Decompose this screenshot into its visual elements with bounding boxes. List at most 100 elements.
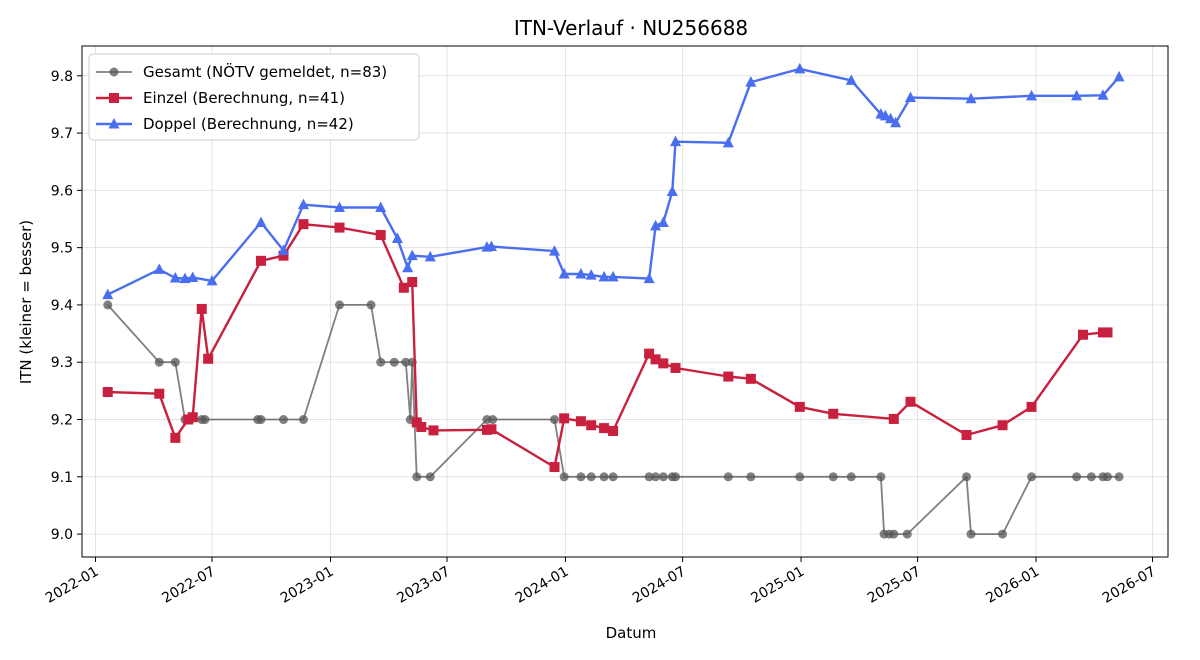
data-point-doppel (406, 249, 418, 261)
data-point-doppel (670, 135, 682, 147)
data-point-doppel (169, 272, 181, 283)
data-point-doppel (485, 240, 497, 252)
x-tick-label: 2022-01 (43, 564, 102, 607)
data-point-doppel (650, 219, 662, 231)
data-point-gesamt (376, 357, 386, 367)
plot-frame (81, 45, 1169, 558)
data-point-doppel (297, 198, 309, 210)
data-point-gesamt (278, 415, 288, 425)
data-point-doppel (745, 76, 757, 87)
data-point-einzel (154, 388, 165, 399)
data-point-einzel (658, 358, 669, 369)
data-point-gesamt (902, 529, 912, 539)
data-point-doppel (890, 116, 902, 128)
x-tick-label: 2023-01 (278, 564, 337, 607)
data-point-doppel (391, 232, 403, 243)
y-tick-label: 9.6 (51, 183, 73, 199)
data-point-einzel (398, 282, 409, 293)
data-point-einzel (334, 222, 345, 233)
data-point-einzel (575, 416, 586, 427)
x-tick-label: 2025-07 (865, 564, 924, 607)
data-point-gesamt (389, 357, 399, 367)
data-point-doppel (575, 268, 587, 279)
data-point-einzel (961, 429, 972, 440)
data-point-gesamt (1072, 472, 1082, 482)
gridlines (82, 46, 1168, 557)
data-point-einzel (670, 362, 681, 373)
data-point-doppel (607, 270, 619, 282)
data-point-gesamt (795, 472, 805, 482)
data-point-einzel (486, 424, 497, 435)
data-point-einzel (102, 387, 113, 398)
data-point-einzel (375, 230, 386, 241)
data-point-einzel (745, 373, 756, 384)
data-point-gesamt (334, 300, 344, 310)
x-tick-label: 2024-07 (630, 564, 689, 607)
y-tick-label: 9.1 (51, 470, 73, 486)
data-point-gesamt (550, 415, 560, 425)
data-point-gesamt (846, 472, 856, 482)
x-axis: 2022-01 2022-07 2023-01 2023-07 2024-01 2024-… (43, 557, 1159, 607)
data-point-gesamt (828, 472, 838, 482)
legend-marker-doppel (108, 118, 120, 129)
data-point-einzel (1102, 327, 1113, 338)
legend-marker-gesamt (109, 67, 119, 77)
legend-label-doppel: Doppel (Berechnung, n=42) (143, 115, 354, 133)
data-point-gesamt (651, 472, 661, 482)
data-point-einzel (608, 425, 619, 436)
data-point-doppel (885, 112, 897, 124)
data-point-gesamt (559, 472, 569, 482)
data-point-doppel (965, 92, 977, 104)
data-point-doppel (643, 272, 655, 284)
data-point-gesamt (966, 529, 976, 539)
data-point-einzel (298, 219, 309, 230)
data-point-gesamt (658, 472, 668, 482)
data-point-gesamt (170, 357, 180, 367)
x-tick-label: 2024-01 (513, 564, 572, 607)
data-point-gesamt (962, 472, 972, 482)
data-point-gesamt (671, 472, 681, 482)
data-point-doppel (206, 274, 218, 286)
data-point-doppel (1097, 89, 1109, 100)
data-point-gesamt (425, 472, 435, 482)
y-tick-label: 9.4 (51, 298, 73, 314)
series-gesamt (103, 300, 1124, 539)
data-point-gesamt (103, 300, 113, 310)
series-einzel (102, 219, 1113, 473)
legend-label-gesamt: Gesamt (NÖTV gemeldet, n=83) (143, 62, 387, 81)
data-point-doppel (277, 244, 289, 256)
data-point-doppel (905, 91, 917, 103)
data-point-doppel (187, 271, 199, 282)
legend-label-einzel: Einzel (Berechnung, n=41) (143, 89, 345, 107)
y-tick-label: 9.0 (51, 527, 73, 543)
y-axis: 9.0 9.1 9.2 9.3 9.4 9.5 9.6 9.7 9.8 (51, 69, 82, 543)
data-point-gesamt (488, 415, 498, 425)
data-point-doppel (402, 261, 414, 273)
x-tick-label: 2026-07 (1100, 564, 1159, 607)
data-point-einzel (650, 354, 661, 365)
x-tick-label: 2026-01 (983, 564, 1042, 607)
data-point-gesamt (1086, 472, 1096, 482)
chart-title: ITN-Verlauf · NU256688 (514, 16, 748, 40)
y-tick-label: 9.7 (51, 126, 73, 142)
data-point-doppel (722, 136, 734, 148)
data-point-gesamt (889, 529, 899, 539)
data-point-doppel (1113, 70, 1125, 82)
data-point-doppel (333, 201, 345, 213)
data-point-einzel (1078, 329, 1089, 340)
y-tick-label: 9.8 (51, 69, 73, 85)
data-point-doppel (179, 272, 191, 284)
data-point-doppel (375, 201, 387, 213)
data-point-einzel (559, 413, 570, 424)
data-point-doppel (558, 268, 570, 279)
data-point-gesamt (1027, 472, 1037, 482)
x-tick-label: 2022-07 (159, 564, 218, 607)
data-point-einzel (549, 462, 560, 473)
legend-marker-einzel (109, 93, 119, 103)
data-point-doppel (666, 185, 678, 197)
y-tick-label: 9.2 (51, 413, 73, 429)
data-point-gesamt (1114, 472, 1124, 482)
data-point-einzel (599, 423, 610, 434)
data-point-gesamt (1102, 472, 1112, 482)
